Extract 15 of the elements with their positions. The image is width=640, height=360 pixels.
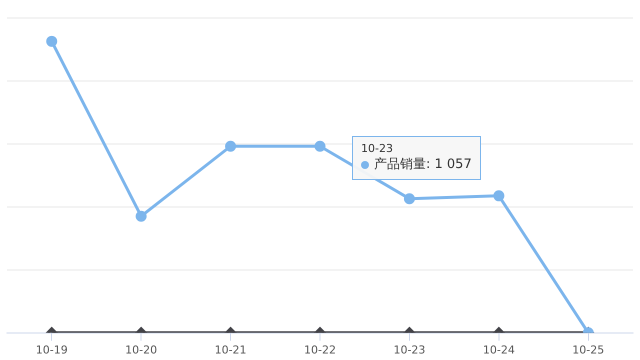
point <box>314 140 326 152</box>
point <box>404 193 415 204</box>
x-tick-label: 10-24 <box>482 343 515 356</box>
x-tick-label: 10-20 <box>125 343 158 356</box>
x-tick-label: 10-22 <box>304 343 336 356</box>
legend-label: 产品销量 <box>374 156 426 174</box>
annotation: 10-23 <box>361 141 394 156</box>
annotation: : 1 057 <box>426 156 472 174</box>
point <box>493 190 504 202</box>
x-tick-label: 10-21 <box>214 343 247 356</box>
point <box>136 210 147 222</box>
x-tick-label: 10-25 <box>572 343 604 356</box>
x-tick-label: 10-19 <box>36 343 68 356</box>
point <box>225 140 236 152</box>
x-tick-label: 10-23 <box>393 343 426 356</box>
